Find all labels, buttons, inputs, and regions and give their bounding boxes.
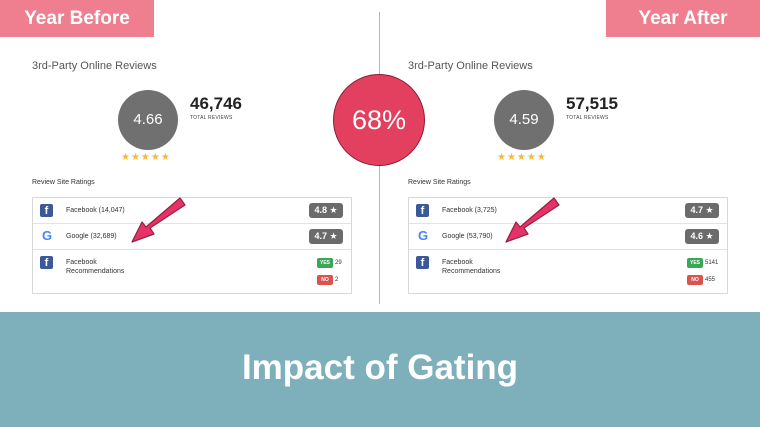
google-icon: G (417, 228, 429, 243)
after-panel: 3rd-Party Online Reviews 4.59 57,515 TOT… (406, 52, 736, 300)
footer-banner: Impact of Gating (0, 312, 760, 427)
section-title: 3rd-Party Online Reviews (408, 60, 533, 72)
facebook-rating-row: f Facebook (3,725) 4.7 ★ (409, 198, 727, 224)
footer-title: Impact of Gating (241, 348, 519, 387)
yes-count: 29 (335, 260, 342, 266)
total-reviews-label: TOTAL REVIEWS (190, 115, 233, 121)
ratings-table: f Facebook (3,725) 4.7 ★ G Google (53,79… (408, 197, 728, 294)
average-score: 4.66 (118, 90, 178, 150)
no-count: 455 (705, 277, 716, 283)
recommendations-label-line1: Facebook (442, 259, 473, 266)
facebook-icon: f (40, 256, 53, 269)
ratings-title: Review Site Ratings (32, 179, 95, 186)
year-after-tag: Year After (606, 0, 760, 37)
no-badge: NO (687, 275, 703, 285)
facebook-icon: f (416, 256, 429, 269)
section-title: 3rd-Party Online Reviews (32, 60, 157, 72)
facebook-icon: f (40, 204, 53, 217)
google-icon: G (41, 228, 53, 243)
facebook-recommendations-row: f Facebook Recommendations YES 29 NO 2 (33, 250, 351, 294)
facebook-recommendations-row: f Facebook Recommendations YES 5141 NO 4… (409, 250, 727, 294)
star-rating-icon: ★★★★★ (497, 152, 547, 163)
recommendations-label-line2: Recommendations (66, 268, 125, 275)
rating-pill: 4.6 ★ (685, 229, 719, 244)
total-reviews-count: 46,746 (190, 94, 242, 113)
yes-badge: YES (687, 258, 703, 268)
yes-count: 5141 (705, 260, 719, 266)
rating-pill: 4.7 ★ (685, 203, 719, 218)
arrow-right-icon (505, 197, 560, 243)
recommendations-label-line2: Recommendations (442, 268, 501, 275)
arrow-left-icon (131, 197, 186, 243)
rating-pill: 4.8 ★ (309, 203, 343, 218)
recommendations-label-line1: Facebook (66, 259, 97, 266)
facebook-icon: f (416, 204, 429, 217)
site-name: Facebook (3,725) (442, 207, 497, 214)
star-rating-icon: ★★★★★ (121, 152, 171, 163)
ratings-title: Review Site Ratings (408, 179, 471, 186)
facebook-rating-row: f Facebook (14,047) 4.8 ★ (33, 198, 351, 224)
total-reviews-count: 57,515 (566, 94, 618, 113)
site-name: Facebook (14,047) (66, 207, 125, 214)
no-count: 2 (335, 277, 339, 283)
rating-pill: 4.7 ★ (309, 229, 343, 244)
total-reviews-label: TOTAL REVIEWS (566, 115, 609, 121)
google-rating-row: G Google (32,689) 4.7 ★ (33, 224, 351, 250)
recommendations-label: Facebook Recommendations (66, 258, 124, 276)
increase-percent-badge: 68% (333, 74, 425, 166)
recommendations-label: Facebook Recommendations (442, 258, 500, 276)
ratings-table: f Facebook (14,047) 4.8 ★ G Google (32,6… (32, 197, 352, 294)
year-before-tag: Year Before (0, 0, 154, 37)
before-panel: 3rd-Party Online Reviews 4.66 46,746 TOT… (30, 52, 360, 300)
no-badge: NO (317, 275, 333, 285)
average-score: 4.59 (494, 90, 554, 150)
site-name: Google (53,790) (442, 233, 493, 240)
yes-badge: YES (317, 258, 333, 268)
google-rating-row: G Google (53,790) 4.6 ★ (409, 224, 727, 250)
site-name: Google (32,689) (66, 233, 117, 240)
